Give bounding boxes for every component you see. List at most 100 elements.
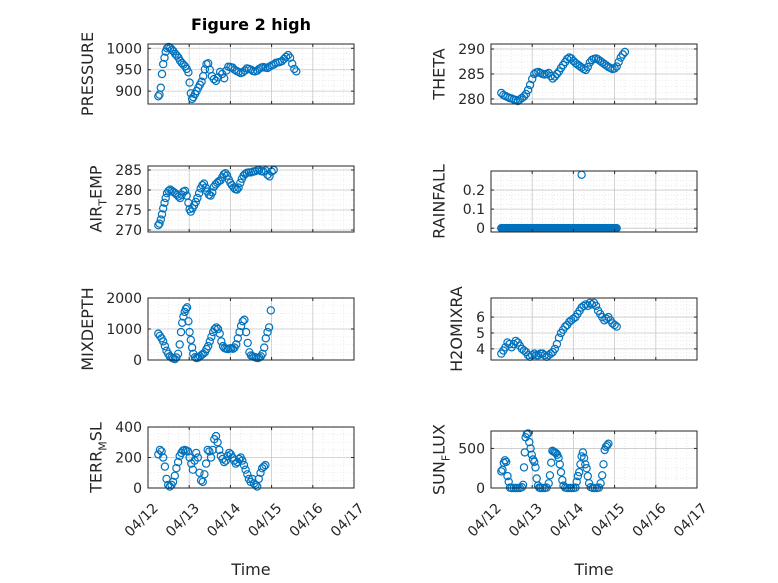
data-point (591, 301, 601, 311)
data-point (201, 183, 210, 192)
data-point (236, 321, 246, 331)
data-point (263, 63, 272, 73)
y-tick-label: 0.1 (463, 202, 485, 218)
data-point (618, 50, 628, 59)
data-point (290, 64, 299, 74)
data-point (156, 83, 165, 92)
data-point (184, 317, 193, 326)
data-point (263, 327, 272, 337)
data-point (188, 465, 198, 474)
data-point (160, 341, 170, 351)
data-point (185, 327, 194, 337)
y-axis-label-main: SUN (430, 461, 449, 495)
data-point (530, 69, 539, 79)
y-tick-label: 290 (458, 42, 485, 58)
data-point (158, 453, 168, 462)
data-point (157, 210, 167, 219)
y-axis-label-main: MIXDEPTH (78, 287, 97, 370)
data-point (554, 333, 564, 342)
data-point (193, 453, 203, 462)
data-point (240, 169, 250, 179)
y-axis-label-main: THETA (430, 48, 449, 100)
data-point (158, 337, 168, 346)
data-point (195, 468, 204, 477)
y-tick-label: 285 (115, 163, 142, 179)
data-point (612, 322, 621, 331)
panel-theta: 280 285 290 THETA (430, 42, 698, 108)
data-point (519, 463, 529, 472)
data-point (181, 304, 191, 314)
panel-mixdepth: 0 1000 2000 MIXDEPTH (78, 287, 355, 371)
axes-box (490, 430, 698, 489)
data-point (579, 453, 589, 463)
data-point (555, 460, 565, 469)
y-axis-label: THETA (430, 48, 449, 100)
data-point (161, 193, 170, 203)
data-point (170, 471, 179, 480)
y-tick-label: 6 (476, 310, 485, 326)
data-point (596, 479, 605, 488)
data-point (612, 62, 621, 71)
y-tick-label: 285 (458, 67, 485, 83)
data-point (530, 457, 539, 467)
data-point (544, 479, 553, 488)
data-point (206, 453, 216, 462)
data-point (552, 69, 562, 79)
y-tick-label: 4 (476, 342, 485, 358)
axes-box (147, 165, 355, 233)
data-point (258, 349, 267, 358)
data-point (511, 336, 520, 346)
data-point (213, 438, 222, 447)
data-point (519, 92, 529, 101)
data-point (160, 198, 169, 207)
y-tick-label: 2000 (106, 291, 142, 307)
data-point (582, 464, 591, 473)
data-point (526, 444, 535, 453)
y-axis-label: MIXDEPTH (78, 287, 97, 370)
data-point (572, 477, 581, 486)
axes-box (490, 297, 698, 361)
data-point (567, 54, 576, 63)
data-point (157, 69, 167, 79)
y-tick-label: 0 (133, 353, 142, 369)
data-point (253, 482, 262, 491)
y-axis-label-main: RAINFALL (430, 164, 449, 239)
y-axis-label: TERRMSL (87, 422, 110, 494)
data-point (547, 458, 556, 467)
data-point (525, 437, 534, 447)
y-axis-label: AIRTEMP (87, 165, 110, 232)
data-point (156, 215, 165, 224)
data-point (610, 320, 619, 330)
y-axis-label-tail: LUX (430, 424, 449, 455)
data-point (260, 343, 269, 352)
data-point (211, 431, 221, 441)
data-point (554, 453, 563, 463)
y-axis-label-main: H2OMIXRA (447, 286, 466, 372)
data-point (221, 456, 231, 465)
data-point (215, 445, 224, 455)
data-point (581, 460, 590, 469)
data-point (558, 475, 567, 485)
y-axis-label: SUNFLUX (430, 424, 453, 495)
data-point (569, 314, 578, 323)
panel-pressure: 900 950 1000 PRESSURE (78, 32, 355, 116)
y-tick-label: 950 (115, 63, 142, 79)
data-point (523, 351, 533, 360)
y-tick-label: 1000 (106, 41, 142, 57)
data-point (160, 462, 170, 471)
data-point (193, 193, 202, 203)
data-point (599, 460, 608, 469)
data-point (168, 477, 178, 487)
data-point (219, 74, 229, 83)
data-point (556, 468, 566, 477)
y-tick-label: 5 (476, 326, 485, 342)
y-axis-label-subscript: M (97, 441, 110, 451)
data-point (255, 64, 264, 74)
y-tick-label: 900 (115, 84, 142, 100)
y-axis-label-tail: SL (87, 422, 106, 441)
data-point (180, 186, 190, 195)
panel-air-temp: 270 275 280 285 AIRTEMP (87, 163, 355, 239)
data-point (266, 306, 275, 315)
data-point (158, 59, 168, 69)
